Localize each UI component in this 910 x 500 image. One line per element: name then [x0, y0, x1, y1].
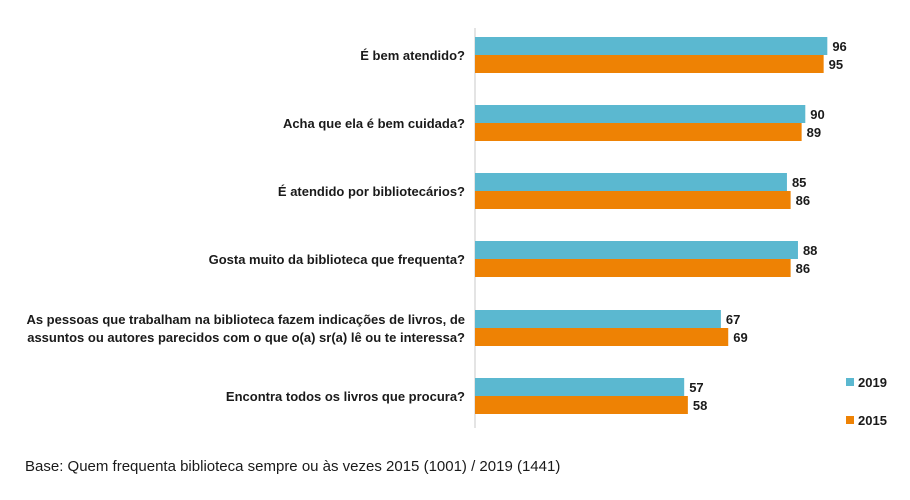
category-label-line: Encontra todos os livros que procura? — [226, 389, 465, 404]
bar-2015 — [475, 191, 791, 209]
legend-swatch-2015 — [846, 416, 854, 424]
bar-2019 — [475, 241, 798, 259]
legend-swatch-2019 — [846, 378, 854, 386]
category-label-line: As pessoas que trabalham na biblioteca f… — [26, 312, 465, 327]
category-label-line: Acha que ela é bem cuidada? — [283, 116, 465, 131]
bar-2019 — [475, 378, 685, 396]
bar-2015 — [475, 259, 791, 277]
legend-label-2015: 2015 — [858, 413, 887, 428]
category-label: É bem atendido? — [360, 48, 465, 63]
value-label-2015: 86 — [796, 193, 810, 208]
category-label: Acha que ela é bem cuidada? — [283, 116, 465, 131]
category-label-line: Gosta muito da biblioteca que frequenta? — [209, 252, 465, 267]
bar-chart: É bem atendido? Acha que ela é bem cuidad… — [26, 28, 887, 428]
bar-2019 — [475, 173, 787, 191]
bar-2019 — [475, 37, 828, 55]
value-label-2019: 67 — [726, 312, 740, 327]
value-label-2019: 90 — [810, 107, 824, 122]
bar-2019 — [475, 310, 721, 328]
bar-2015 — [475, 123, 802, 141]
value-label-2019: 96 — [832, 39, 846, 54]
value-label-2019: 85 — [792, 175, 806, 190]
value-label-2019: 57 — [689, 380, 703, 395]
category-label-line: É bem atendido? — [360, 48, 465, 63]
value-label-2015: 69 — [733, 330, 747, 345]
value-label-2015: 95 — [829, 57, 843, 72]
legend-label-2019: 2019 — [858, 375, 887, 390]
category-label-line: É atendido por bibliotecários? — [278, 184, 465, 199]
category-label: As pessoas que trabalham na biblioteca f… — [26, 312, 465, 345]
value-label-2015: 58 — [693, 398, 707, 413]
bar-2019 — [475, 105, 806, 123]
category-label: Encontra todos os livros que procura? — [226, 389, 465, 404]
bar-2015 — [475, 55, 824, 73]
base-footnote: Base: Quem frequenta biblioteca sempre o… — [25, 458, 561, 475]
category-label-line: assuntos ou autores parecidos com o que … — [27, 330, 465, 345]
category-label: Gosta muito da biblioteca que frequenta? — [209, 252, 465, 267]
value-label-2015: 86 — [796, 261, 810, 276]
category-label: É atendido por bibliotecários? — [278, 184, 465, 199]
value-label-2019: 88 — [803, 243, 817, 258]
bar-2015 — [475, 328, 729, 346]
bar-2015 — [475, 396, 688, 414]
value-label-2015: 89 — [807, 125, 821, 140]
